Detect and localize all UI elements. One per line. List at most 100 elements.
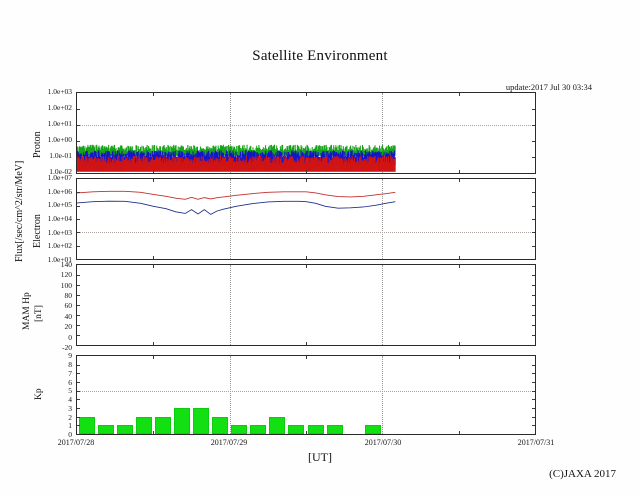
proton-green-noise — [244, 150, 246, 156]
proton-green-noise — [289, 145, 291, 156]
proton-red-noise — [105, 156, 107, 172]
proton-blue-noise — [168, 151, 170, 166]
proton-green-noise — [160, 150, 162, 156]
proton-green-noise — [79, 147, 82, 156]
proton-green-noise — [361, 144, 364, 156]
gridline-day-2 — [382, 93, 384, 173]
proton-red-noise — [274, 156, 276, 172]
proton-green-noise — [342, 146, 344, 156]
electron-ytick-1: 1.0e+06 — [47, 187, 72, 196]
proton-red-noise — [77, 157, 79, 172]
proton-red-noise — [296, 161, 298, 172]
proton-red-noise — [282, 162, 284, 172]
proton-green-noise — [249, 146, 251, 156]
proton-green-noise — [222, 146, 224, 156]
proton-blue-noise — [142, 153, 144, 166]
proton-red-noise — [393, 158, 395, 172]
proton-red-noise — [249, 157, 251, 172]
proton-blue-noise — [304, 153, 306, 166]
proton-red-noise — [347, 163, 349, 172]
proton-green-noise — [369, 146, 371, 156]
proton-green-noise — [230, 146, 233, 156]
proton-red-noise — [373, 157, 375, 172]
proton-green-noise — [313, 148, 315, 156]
proton-red-noise — [93, 160, 95, 172]
proton-red-noise — [302, 156, 304, 172]
proton-green-noise — [103, 146, 105, 156]
proton-red-noise — [315, 157, 317, 172]
kp-bar — [97, 425, 114, 434]
proton-green-noise — [199, 149, 201, 156]
proton-red-noise — [180, 162, 182, 172]
proton-blue-noise — [242, 150, 244, 166]
proton-red-noise — [344, 157, 347, 172]
proton-red-noise — [285, 157, 287, 172]
proton-red-noise — [178, 156, 180, 172]
proton-blue-noise — [364, 150, 367, 166]
proton-red-noise — [369, 156, 371, 172]
proton-red-noise — [125, 157, 127, 172]
proton-red-noise — [319, 157, 321, 172]
proton-blue-noise — [366, 151, 368, 166]
proton-green-noise — [251, 150, 253, 156]
proton-red-noise — [331, 157, 333, 172]
proton-red-noise — [310, 158, 313, 172]
proton-red-noise — [77, 156, 79, 172]
proton-red-noise — [190, 160, 192, 172]
proton-green-noise — [96, 149, 99, 156]
proton-red-noise — [264, 157, 266, 172]
proton-red-noise — [284, 160, 286, 172]
proton-green-noise — [193, 145, 195, 156]
proton-red-noise — [191, 163, 193, 172]
proton-blue-noise — [262, 153, 264, 166]
proton-red-noise — [129, 162, 131, 172]
proton-green-noise — [331, 148, 333, 156]
proton-blue-noise — [119, 153, 121, 166]
proton-red-noise — [273, 160, 275, 172]
proton-red-noise — [265, 155, 267, 172]
proton-green-noise — [392, 145, 394, 156]
proton-green-noise — [277, 150, 279, 156]
proton-red-noise — [380, 158, 382, 172]
proton-red-noise — [286, 159, 288, 172]
proton-green-noise — [391, 148, 393, 156]
proton-blue-noise — [247, 152, 249, 166]
proton-red-noise — [278, 156, 280, 172]
proton-green-noise — [364, 149, 366, 156]
proton-red-noise — [269, 157, 271, 172]
proton-red-noise — [103, 159, 105, 172]
proton-red-noise — [319, 159, 321, 172]
proton-red-noise — [279, 163, 281, 172]
proton-green-noise — [386, 146, 388, 156]
proton-green-noise — [129, 146, 131, 156]
proton-red-noise — [255, 156, 257, 172]
proton-red-noise — [120, 160, 122, 172]
proton-blue-noise — [107, 151, 109, 166]
proton-red-noise — [332, 159, 334, 172]
proton-red-noise — [188, 158, 190, 172]
proton-green-noise — [297, 145, 299, 156]
proton-red-noise — [297, 161, 299, 172]
proton-green-noise — [327, 150, 330, 156]
proton-blue-noise — [293, 152, 295, 166]
proton-green-noise — [352, 145, 354, 156]
proton-green-noise — [156, 145, 158, 156]
proton-green-noise — [325, 144, 327, 156]
proton-red-noise — [184, 159, 186, 172]
proton-blue-noise — [215, 150, 217, 166]
proton-blue-noise — [188, 150, 190, 166]
proton-red-noise — [91, 159, 93, 172]
proton-green-noise — [138, 149, 140, 156]
proton-red-noise — [267, 156, 270, 172]
proton-red-noise — [309, 162, 311, 172]
proton-green-noise — [323, 145, 325, 156]
proton-red-noise — [163, 156, 165, 172]
proton-red-noise — [122, 156, 124, 172]
proton-red-noise — [216, 158, 218, 172]
proton-green-noise — [341, 148, 343, 156]
proton-red-noise — [247, 163, 249, 172]
proton-red-noise — [159, 156, 161, 172]
proton-green-noise — [165, 147, 167, 156]
proton-blue-noise — [234, 156, 236, 166]
proton-red-noise — [195, 156, 197, 172]
